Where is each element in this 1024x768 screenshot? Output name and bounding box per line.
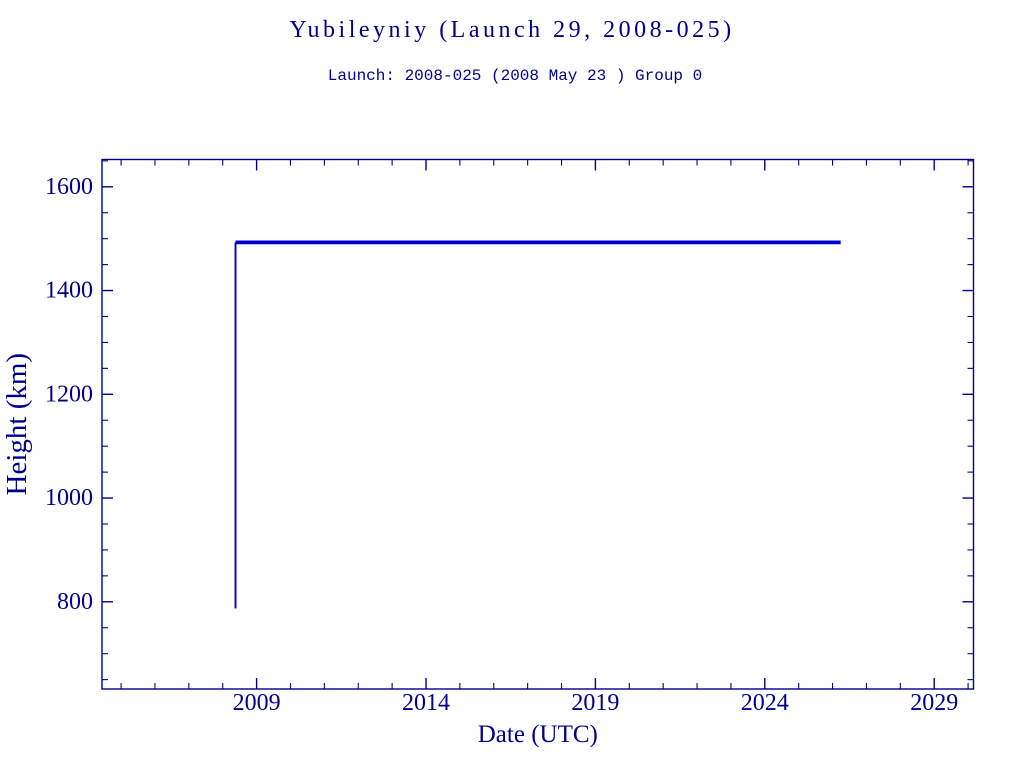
svg-text:Yubileyniy (Launch 29, 2008-02: Yubileyniy (Launch 29, 2008-025)	[289, 17, 734, 43]
svg-text:Date (UTC): Date (UTC)	[478, 721, 598, 748]
svg-text:1400: 1400	[45, 278, 93, 304]
svg-text:800: 800	[57, 589, 93, 615]
svg-text:1000: 1000	[45, 485, 93, 511]
svg-text:2024: 2024	[741, 690, 789, 716]
svg-text:1200: 1200	[45, 381, 93, 407]
svg-text:2009: 2009	[233, 690, 281, 716]
svg-text:Height (km): Height (km)	[1, 353, 33, 496]
svg-text:2029: 2029	[910, 690, 958, 716]
svg-text:Launch: 2008-025 (2008 May 23: Launch: 2008-025 (2008 May 23 ) Group 0	[328, 67, 702, 85]
svg-text:2014: 2014	[402, 690, 450, 716]
svg-text:1600: 1600	[45, 174, 93, 200]
svg-text:2019: 2019	[571, 690, 619, 716]
